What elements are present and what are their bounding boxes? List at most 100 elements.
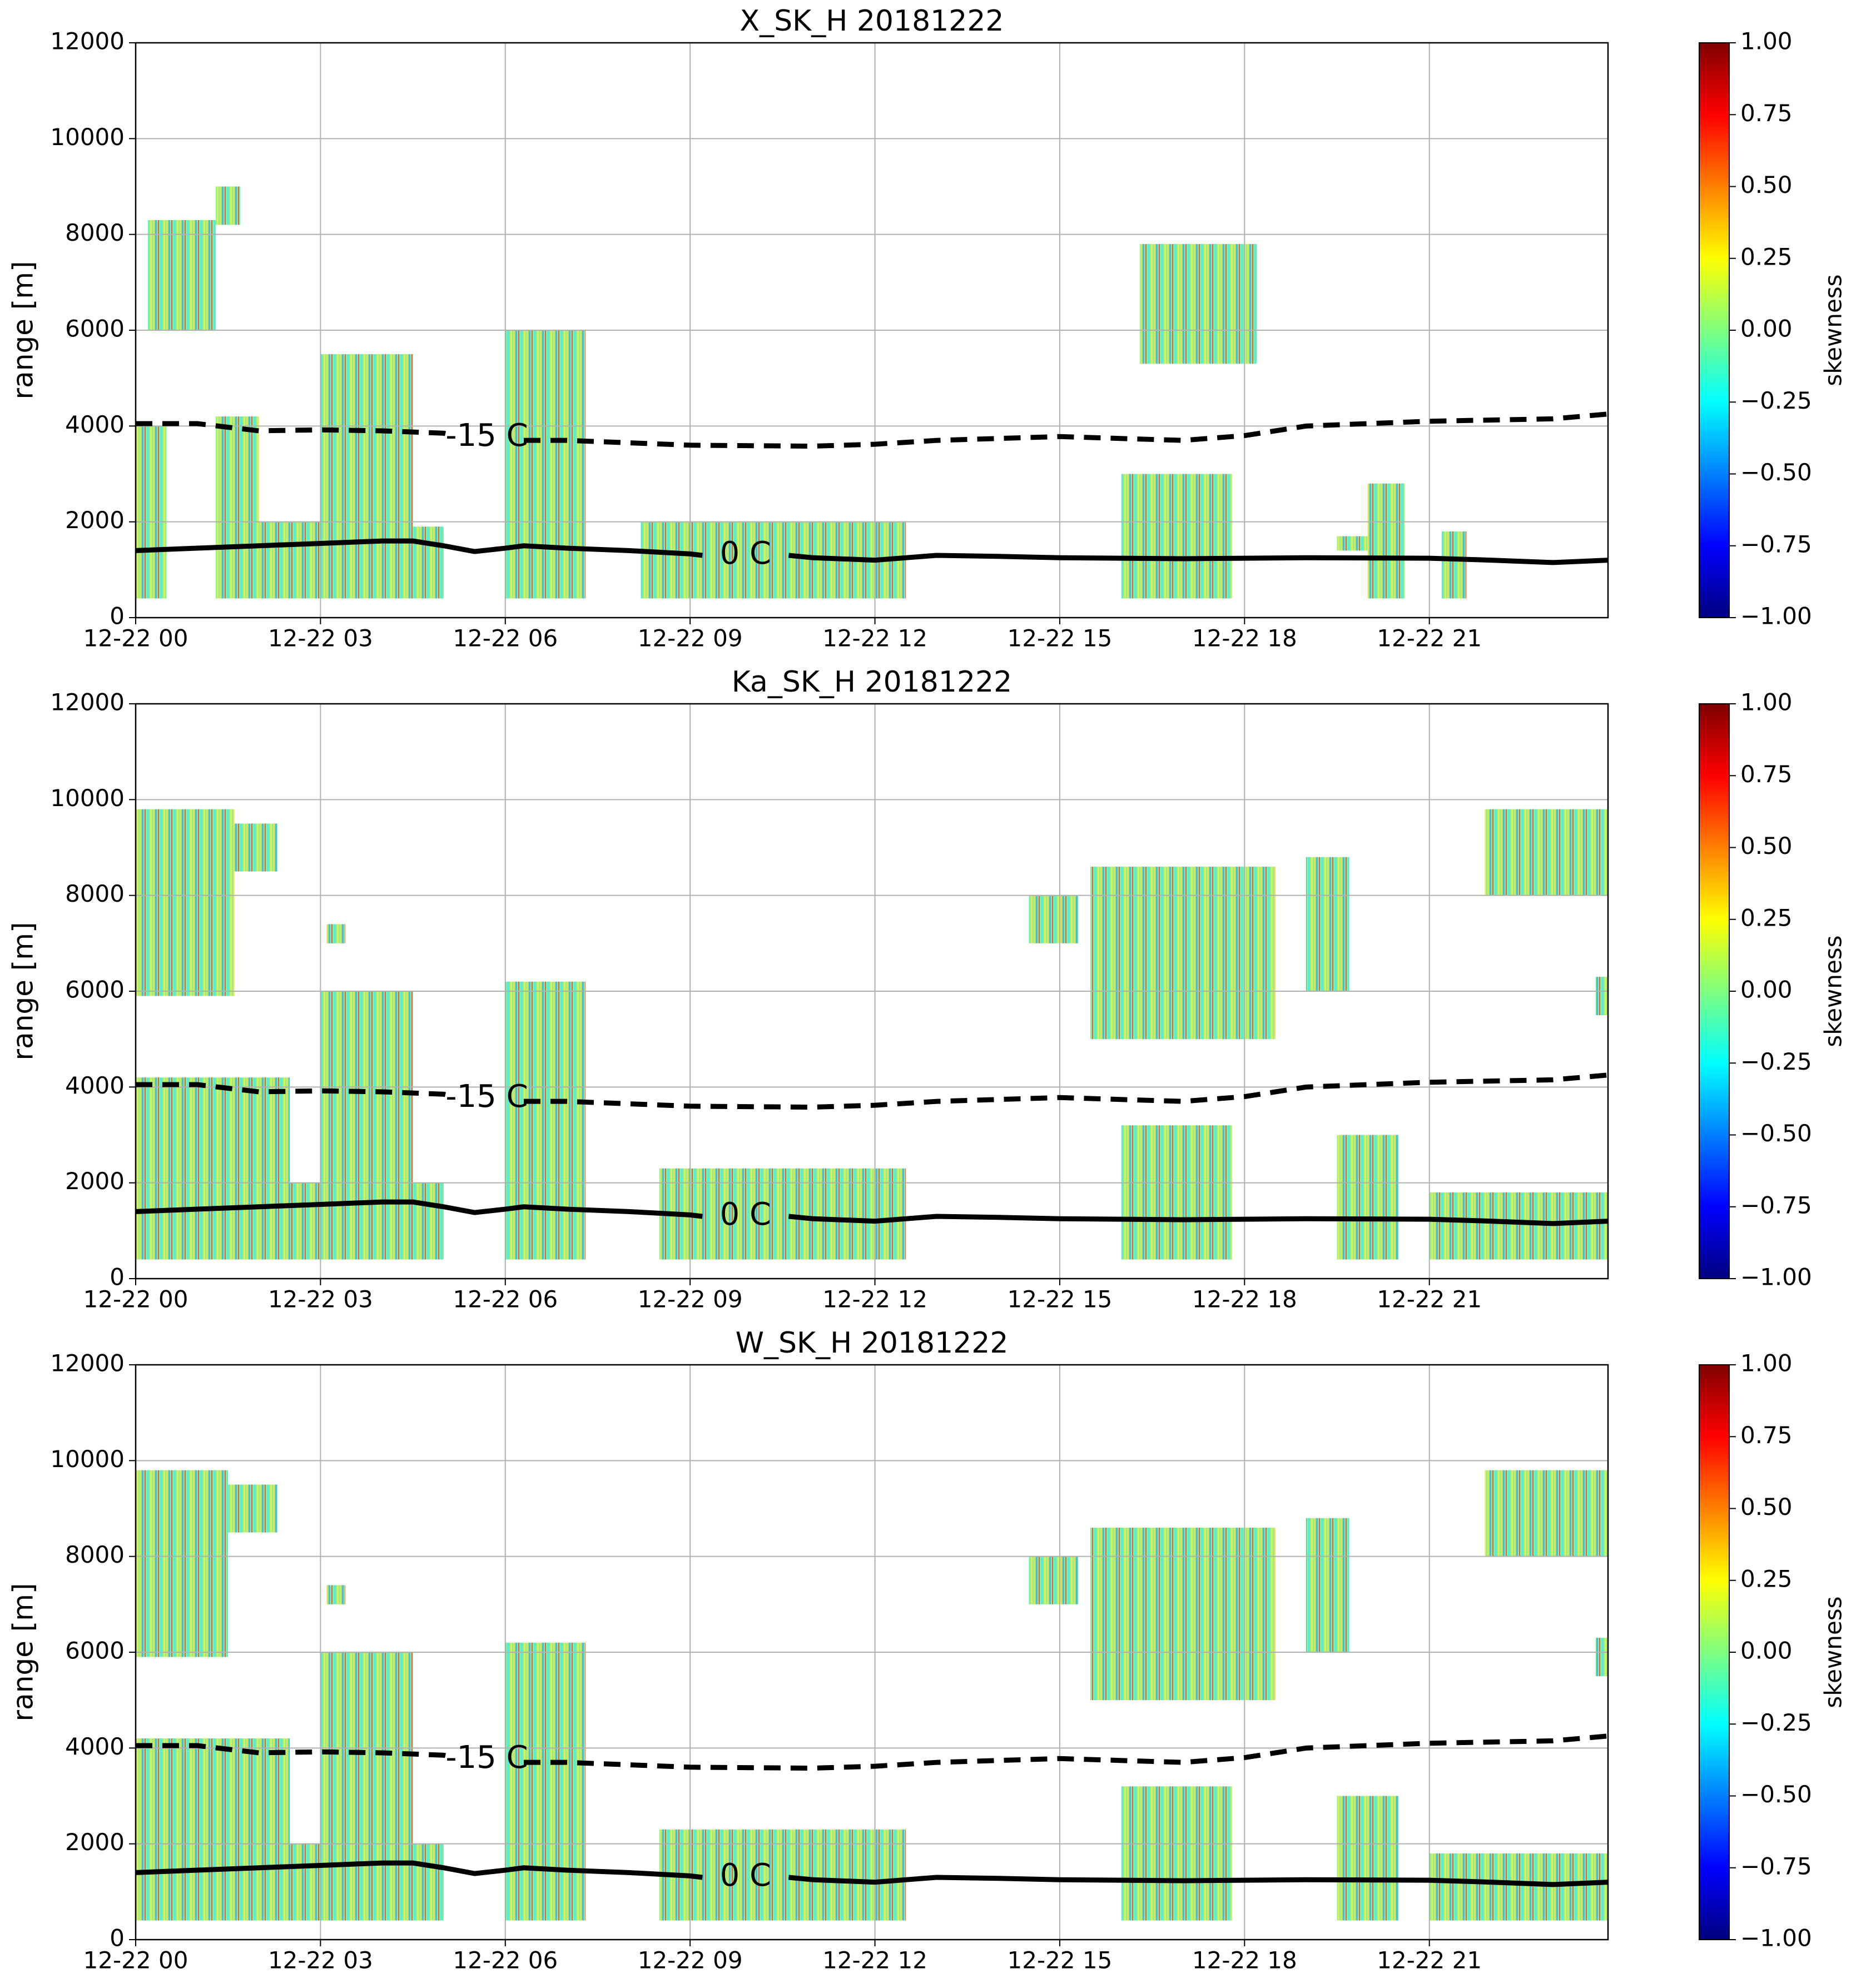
y-tick-label: 10000 xyxy=(50,784,125,812)
x-tick-label: 12-22 21 xyxy=(1377,1286,1482,1313)
echo-region xyxy=(1337,536,1368,551)
isotherm-label: -15 C xyxy=(445,418,528,454)
colorbar-label: skewness xyxy=(1820,274,1847,386)
x-tick-label: 12-22 09 xyxy=(638,625,743,652)
y-tick-label: 0 xyxy=(110,1925,125,1952)
colorbar-tick-label: −0.25 xyxy=(1740,1709,1812,1736)
colorbar-tick-label: 0.50 xyxy=(1740,1493,1793,1520)
colorbar-tick-label: −1.00 xyxy=(1740,1925,1812,1952)
echo-region xyxy=(136,1470,229,1657)
colorbar-tick-label: 0.75 xyxy=(1740,100,1793,127)
isotherm-line xyxy=(136,411,1609,449)
x-tick-label: 12-22 03 xyxy=(268,1947,373,1974)
colorbar-tick-label: 0.00 xyxy=(1740,1637,1793,1664)
echo-region xyxy=(136,426,167,599)
echo-region xyxy=(228,1484,277,1533)
isotherm-line xyxy=(135,1199,1609,1226)
panel: 0 C -15 C 12-22 00 12-22 03 12-22 06 12-22 09… xyxy=(7,665,1847,1313)
y-tick-label: 4000 xyxy=(65,1072,125,1099)
x-tick-label: 12-22 15 xyxy=(1008,1947,1113,1974)
echo-region xyxy=(1090,1527,1276,1701)
colorbar xyxy=(1699,42,1730,618)
echo-region xyxy=(1029,895,1079,943)
echo-region xyxy=(259,521,413,599)
colorbar-tick-label: 0.75 xyxy=(1740,761,1793,788)
y-tick-label: 0 xyxy=(110,1264,125,1291)
echo-region xyxy=(1441,531,1467,599)
colorbar xyxy=(1699,703,1730,1279)
x-tick-label: 12-22 00 xyxy=(83,1286,188,1313)
x-tick-label: 12-22 15 xyxy=(1008,625,1113,652)
echo-region xyxy=(1139,243,1257,364)
x-tick-label: 12-22 12 xyxy=(822,1286,927,1313)
y-tick-label: 12000 xyxy=(50,689,125,716)
x-tick-label: 12-22 06 xyxy=(453,625,558,652)
y-axis-label: range [m] xyxy=(7,922,39,1061)
echo-region xyxy=(216,416,259,599)
echo-region xyxy=(1337,1135,1399,1260)
isotherm-line xyxy=(135,538,1609,565)
chart-title: X_SK_H 20181222 xyxy=(740,4,1004,38)
y-tick-label: 8000 xyxy=(65,1541,125,1568)
colorbar-tick-label: −0.25 xyxy=(1740,387,1812,414)
x-tick-label: 12-22 09 xyxy=(638,1947,743,1974)
echo-region xyxy=(505,981,585,1260)
echo-region xyxy=(1121,1786,1233,1921)
colorbar-tick-label: −0.25 xyxy=(1740,1048,1812,1075)
echo-region xyxy=(289,1843,444,1921)
y-tick-label: 6000 xyxy=(65,1637,125,1664)
isotherm-label: -15 C xyxy=(445,1079,528,1115)
x-tick-label: 12-22 21 xyxy=(1377,625,1482,652)
echo-region xyxy=(1485,809,1608,896)
echo-region xyxy=(234,823,277,872)
colorbar-tick-label: 1.00 xyxy=(1740,689,1793,716)
panel: 0 C -15 C 12-22 00 12-22 03 12-22 06 12-22 09… xyxy=(7,4,1847,652)
y-tick-label: 4000 xyxy=(65,411,125,438)
echo-region xyxy=(1337,1796,1399,1921)
y-tick-label: 8000 xyxy=(65,880,125,907)
x-tick-label: 12-22 00 xyxy=(83,1947,188,1974)
isotherm-label: -15 C xyxy=(445,1739,528,1776)
colorbar-tick-label: −0.75 xyxy=(1740,1191,1812,1219)
echo-region xyxy=(1367,483,1405,599)
echo-region xyxy=(413,526,444,599)
echo-region xyxy=(1306,1518,1349,1652)
x-tick-label: 12-22 18 xyxy=(1192,1947,1297,1974)
x-tick-label: 12-22 15 xyxy=(1008,1286,1113,1313)
echo-region xyxy=(1595,977,1608,1016)
y-axis-label: range [m] xyxy=(7,1583,39,1722)
colorbar-tick-label: 0.00 xyxy=(1740,976,1793,1003)
x-tick-label: 12-22 12 xyxy=(822,625,927,652)
isotherm-line xyxy=(136,1733,1609,1771)
x-tick-label: 12-22 03 xyxy=(268,1286,373,1313)
echo-region xyxy=(136,809,235,996)
x-tick-label: 12-22 12 xyxy=(822,1947,927,1974)
echo-region xyxy=(136,1077,290,1260)
y-tick-label: 10000 xyxy=(50,1445,125,1473)
echo-region xyxy=(1595,1638,1608,1677)
echo-region xyxy=(1090,866,1276,1040)
colorbar-tick-label: −0.75 xyxy=(1740,1852,1812,1880)
colorbar-tick-label: 0.25 xyxy=(1740,243,1793,270)
colorbar-tick-label: 0.25 xyxy=(1740,904,1793,931)
isotherm-line xyxy=(136,1072,1609,1110)
y-tick-label: 2000 xyxy=(65,1828,125,1856)
chart-title: Ka_SK_H 20181222 xyxy=(732,665,1012,699)
x-tick-label: 12-22 18 xyxy=(1192,1286,1297,1313)
isotherm-label: 0 C xyxy=(720,535,772,571)
colorbar-tick-label: 0.25 xyxy=(1740,1565,1793,1592)
x-tick-label: 12-22 06 xyxy=(453,1286,558,1313)
colorbar-tick-label: 0.00 xyxy=(1740,315,1793,342)
colorbar-label: skewness xyxy=(1820,935,1847,1047)
y-tick-label: 4000 xyxy=(65,1733,125,1760)
x-tick-label: 12-22 18 xyxy=(1192,625,1297,652)
echo-region xyxy=(136,1738,290,1921)
colorbar-tick-label: −1.00 xyxy=(1740,1264,1812,1291)
echo-region xyxy=(216,186,241,225)
y-tick-label: 12000 xyxy=(50,1350,125,1377)
isotherm-label: 0 C xyxy=(720,1857,772,1893)
colorbar-tick-label: −0.50 xyxy=(1740,459,1812,486)
isotherm-label: 0 C xyxy=(720,1196,772,1232)
colorbar-tick-label: 1.00 xyxy=(1740,1350,1793,1377)
echo-region xyxy=(1029,1556,1079,1604)
